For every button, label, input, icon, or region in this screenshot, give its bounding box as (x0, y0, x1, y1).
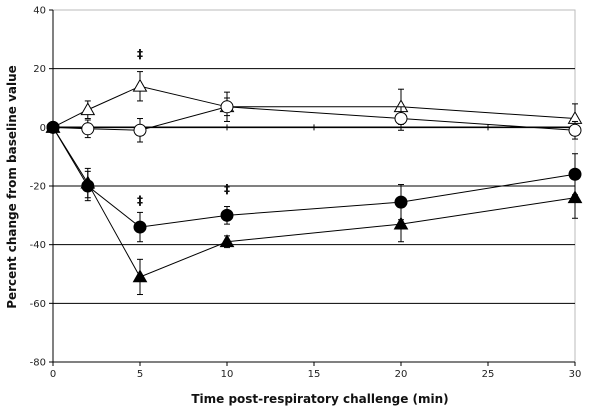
data-point-open-triangle (80, 102, 96, 116)
data-point-open-circle (133, 123, 147, 137)
data-point-filled-circle (133, 220, 147, 234)
annotations: ‡ ‡ ‡ (137, 47, 230, 208)
data-point-open-circle (81, 122, 95, 136)
y-tick-label: -20 (30, 182, 46, 193)
series-filled-triangle (45, 119, 583, 296)
x-tick-label: 30 (569, 369, 582, 380)
series-line (52, 85, 576, 128)
data-point-open-circle (220, 100, 234, 114)
series-open-circle (46, 97, 582, 143)
x-tick-label: 0 (50, 369, 56, 380)
significance-marker: ‡ (137, 194, 143, 208)
data-point-filled-triangle (219, 234, 235, 248)
data-point-filled-triangle (45, 119, 61, 133)
data-point-filled-triangle (80, 175, 96, 189)
data-point-filled-circle (220, 208, 234, 222)
y-tick-label: -60 (30, 299, 46, 310)
y-tick-label: 0 (40, 123, 46, 134)
x-tick-label: 15 (308, 369, 321, 380)
x-axis-title: Time post-respiratory challenge (min) (191, 392, 448, 406)
x-tick-label: 10 (221, 369, 234, 380)
significance-marker: ‡ (137, 47, 143, 61)
gridlines (52, 9, 576, 363)
y-tick-label: -80 (30, 358, 46, 369)
y-axis-title: Percent change from baseline value (5, 65, 19, 309)
data-point-filled-triangle (567, 190, 583, 204)
x-tick-label: 5 (137, 369, 143, 380)
data-point-open-circle (568, 123, 582, 137)
data-point-filled-triangle (132, 269, 148, 283)
x-tick-label: 25 (482, 369, 495, 380)
y-tick-label: 40 (33, 6, 46, 17)
series-line (52, 127, 576, 228)
data-point-open-circle (394, 112, 408, 126)
data-point-open-triangle (132, 78, 148, 92)
series-open-triangle (45, 71, 583, 134)
x-tick-label: 20 (395, 369, 408, 380)
y-tick-label: 20 (33, 64, 46, 75)
axes: -80 -60 -40 -20 0 20 40 0 5 10 15 20 25 30 (30, 6, 582, 381)
series-filled-circle (46, 120, 582, 243)
series-line (52, 127, 576, 278)
data-point-filled-triangle (393, 216, 409, 230)
significance-marker: ‡ (224, 182, 230, 196)
data-series (45, 71, 583, 296)
y-tick-label: -40 (30, 240, 46, 251)
